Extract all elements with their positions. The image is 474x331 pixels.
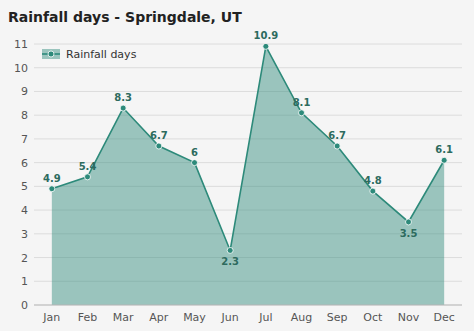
marker <box>49 186 55 192</box>
data-label: 4.8 <box>364 175 382 186</box>
x-tick-label: Feb <box>78 311 97 324</box>
y-tick-label: 0 <box>21 299 28 312</box>
x-tick-label: Sep <box>327 311 348 324</box>
grid-line <box>34 305 462 306</box>
area <box>52 46 444 305</box>
x-tick-label: Jan <box>42 311 60 324</box>
marker <box>441 157 447 163</box>
background <box>0 0 474 331</box>
data-label: 3.5 <box>400 228 418 239</box>
plot-area <box>49 44 447 305</box>
x-tick-label: Nov <box>398 311 420 324</box>
title: Rainfall days - Springdale, UT <box>8 9 242 25</box>
x-tick-label: Oct <box>363 311 383 324</box>
marker <box>334 143 340 149</box>
y-tick-label: 11 <box>14 38 28 51</box>
data-label: 5.4 <box>79 161 97 172</box>
y-tick-label: 10 <box>14 62 28 75</box>
y-tick-label: 8 <box>21 109 28 122</box>
grid-line <box>34 115 462 116</box>
y-tick-label: 5 <box>21 180 28 193</box>
x-tick-label: Jun <box>221 311 239 324</box>
data-label: 8.1 <box>293 97 311 108</box>
grid-line <box>34 44 462 45</box>
marker <box>192 160 198 166</box>
data-label: 6 <box>191 147 198 158</box>
marker <box>120 105 126 111</box>
marker <box>299 110 305 116</box>
x-tick-label: Mar <box>113 311 134 324</box>
marker <box>406 219 412 225</box>
x-tick-label: May <box>183 311 206 324</box>
x-axis-line <box>34 305 462 306</box>
data-label: 4.9 <box>43 173 61 184</box>
marker <box>263 44 269 49</box>
marker <box>156 143 162 149</box>
legend-label: Rainfall days <box>66 48 137 61</box>
x-tick-label: Dec <box>434 311 455 324</box>
data-labels: 4.9 5.4 8.3 6.7 6 2.3 10.9 8.1 6.7 4.8 3.5 6.1 <box>43 30 453 267</box>
grid-line <box>34 91 462 92</box>
marker <box>227 247 233 253</box>
marker <box>370 188 376 194</box>
grid-line <box>34 138 462 139</box>
data-label: 6.7 <box>150 130 168 141</box>
y-tick-label: 9 <box>21 85 28 98</box>
legend: Rainfall days <box>42 48 137 61</box>
grid-line <box>34 67 462 68</box>
y-tick-label: 4 <box>21 204 28 217</box>
y-tick-label: 2 <box>21 252 28 265</box>
data-label: 6.1 <box>435 144 453 155</box>
data-label: 8.3 <box>114 92 132 103</box>
line <box>52 46 444 250</box>
y-tick-label: 7 <box>21 133 28 146</box>
legend-marker <box>48 51 54 57</box>
x-tick-label: Aug <box>291 311 312 324</box>
y-tick-label: 3 <box>21 228 28 241</box>
data-label: 2.3 <box>221 256 239 267</box>
data-label: 10.9 <box>253 30 278 41</box>
data-label: 6.7 <box>328 130 346 141</box>
marker <box>85 174 91 180</box>
x-tick-label: Jul <box>258 311 272 324</box>
y-tick-label: 6 <box>21 157 28 170</box>
legend-swatch <box>42 49 60 59</box>
x-tick-label: Apr <box>149 311 169 324</box>
y-tick-label: 1 <box>21 275 28 288</box>
chart: Rainfall days - Springdale, UT 0 1 2 3 4 5 6 7 8 9… <box>0 0 474 331</box>
